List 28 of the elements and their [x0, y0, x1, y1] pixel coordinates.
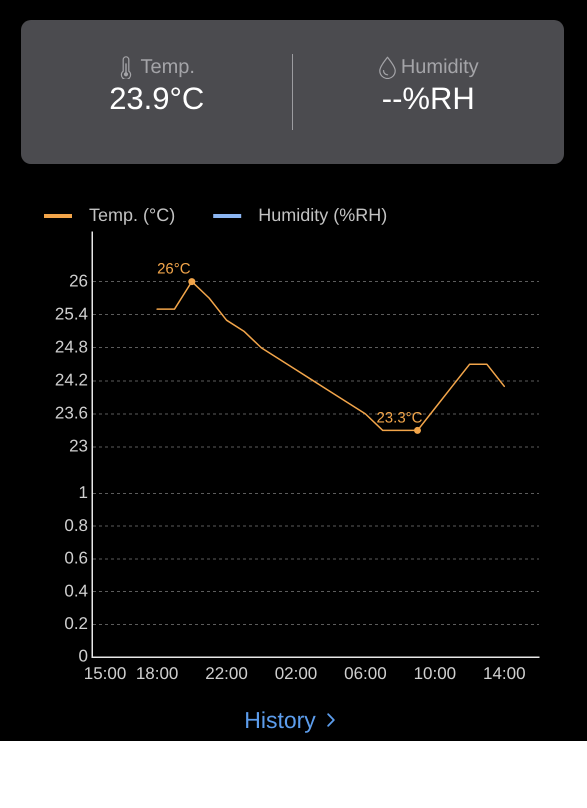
text: 23.9°C	[109, 81, 204, 117]
y-tick-label: 25.4	[54, 304, 88, 324]
y-tick-label: 0.8	[64, 516, 88, 535]
legend-label: Temp. (°C)	[89, 204, 176, 225]
text: --%RH	[382, 81, 475, 117]
annotation: 26°C	[157, 260, 191, 278]
x-tick-label: 18:00	[136, 664, 178, 683]
y-tick-label: 26	[69, 271, 88, 290]
text: History	[244, 706, 316, 734]
legend-label: Humidity (%RH)	[258, 204, 388, 225]
y-tick-label: 0.6	[64, 548, 88, 568]
y-tick-label: 24.8	[54, 337, 88, 356]
y-tick-label: 23.6	[54, 404, 88, 423]
y-tick-label: 0	[78, 646, 88, 666]
annotation: 23.3°C	[376, 409, 423, 426]
x-tick-label: 02:00	[274, 664, 318, 683]
y-tick-label: 1	[78, 483, 88, 502]
x-tick-label: 15:00	[84, 664, 126, 683]
y-tick-label: 0.4	[64, 581, 88, 600]
x-tick-label: 06:00	[344, 664, 387, 683]
text: Humidity	[400, 55, 479, 79]
y-tick-label: 0.2	[64, 614, 88, 633]
y-tick-label: 24.2	[54, 370, 88, 390]
x-tick-label: 14:00	[483, 664, 526, 683]
x-tick-label: 22:00	[205, 664, 248, 683]
x-tick-label: 10:00	[414, 664, 456, 683]
y-tick-label: 23	[69, 436, 88, 456]
text: Temp.	[140, 55, 195, 79]
